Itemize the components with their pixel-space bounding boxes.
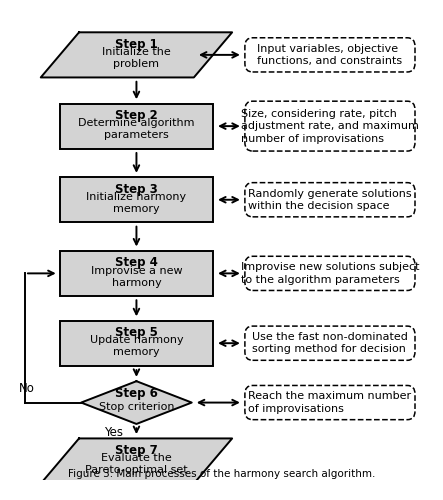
- Text: Step 5: Step 5: [115, 326, 158, 339]
- FancyBboxPatch shape: [60, 320, 213, 366]
- Polygon shape: [41, 32, 232, 78]
- Text: Size, considering rate, pitch
adjustment rate, and maximum
number of improvisati: Size, considering rate, pitch adjustment…: [241, 108, 419, 144]
- Text: Update harmony
memory: Update harmony memory: [89, 336, 183, 357]
- Text: Input variables, objective
functions, and constraints: Input variables, objective functions, an…: [257, 44, 403, 66]
- Text: Step 7: Step 7: [115, 444, 158, 457]
- Text: Figure 3. Main processes of the harmony search algorithm.: Figure 3. Main processes of the harmony …: [68, 469, 375, 479]
- Text: Initialize harmony
memory: Initialize harmony memory: [86, 192, 187, 214]
- FancyBboxPatch shape: [60, 177, 213, 222]
- Text: No: No: [19, 382, 35, 395]
- FancyBboxPatch shape: [245, 182, 415, 217]
- Text: Step 3: Step 3: [115, 183, 158, 196]
- Text: Determine algorithm
parameters: Determine algorithm parameters: [78, 118, 194, 141]
- Text: Stop criterion: Stop criterion: [99, 402, 174, 412]
- FancyBboxPatch shape: [245, 38, 415, 72]
- FancyBboxPatch shape: [245, 101, 415, 151]
- Text: Evaluate the
Pareto-optimal set: Evaluate the Pareto-optimal set: [85, 453, 188, 475]
- Text: Step 1: Step 1: [115, 38, 158, 51]
- FancyBboxPatch shape: [245, 326, 415, 360]
- FancyBboxPatch shape: [60, 104, 213, 148]
- FancyBboxPatch shape: [245, 386, 415, 420]
- Text: Step 4: Step 4: [115, 256, 158, 270]
- Text: Use the fast non-dominated
sorting method for decision: Use the fast non-dominated sorting metho…: [252, 332, 408, 354]
- Text: Initialize the
problem: Initialize the problem: [102, 47, 171, 69]
- Text: Yes: Yes: [104, 426, 123, 439]
- Text: Step 6: Step 6: [115, 386, 158, 400]
- Text: Improvise new solutions subject
to the algorithm parameters: Improvise new solutions subject to the a…: [241, 262, 419, 284]
- Text: Improvise a new
harmony: Improvise a new harmony: [91, 266, 182, 287]
- Text: Reach the maximum number
of improvisations: Reach the maximum number of improvisatio…: [249, 392, 412, 414]
- FancyBboxPatch shape: [245, 256, 415, 290]
- FancyBboxPatch shape: [60, 251, 213, 296]
- Polygon shape: [41, 438, 232, 484]
- Text: Step 2: Step 2: [115, 109, 158, 122]
- Polygon shape: [81, 381, 192, 424]
- Text: Randomly generate solutions
within the decision space: Randomly generate solutions within the d…: [248, 188, 412, 211]
